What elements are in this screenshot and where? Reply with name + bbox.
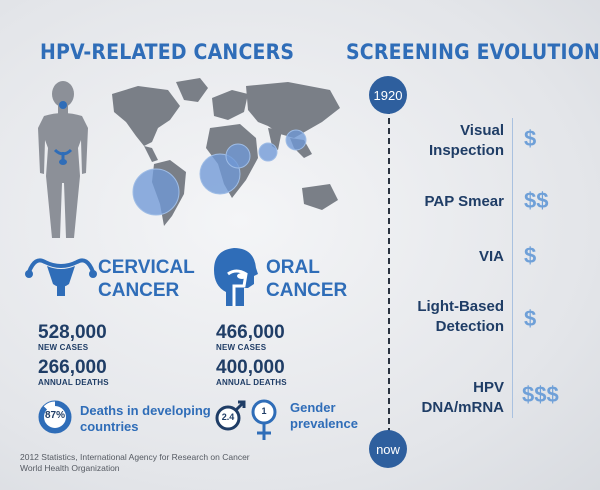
cervical-deaths: 266,000 <box>38 357 107 378</box>
method-light-based-detection: Light-Based Detection <box>417 298 504 335</box>
oral-new-cases: 466,000 <box>216 322 285 343</box>
uterus-icon <box>25 258 97 296</box>
cervical-title-line2: CANCER <box>98 280 180 301</box>
male-ratio: 2.4 <box>221 412 235 422</box>
method-visual-inspection: Visual Inspection <box>428 122 504 159</box>
source-line2: World Health Organization <box>20 463 120 473</box>
cervical-new-cases-label: NEW CASES <box>38 343 89 352</box>
cost-light-based-detection: $ <box>524 306 537 331</box>
method-pap-smear: PAP Smear <box>424 193 505 210</box>
oral-stat-line2: prevalence <box>290 416 358 431</box>
cervical-deaths-label: ANNUAL DEATHS <box>38 378 109 387</box>
gender-symbols <box>215 399 277 440</box>
pie-icon: 87% <box>38 400 72 434</box>
oral-title-line1: ORAL <box>266 257 320 278</box>
source-line1: 2012 Statistics, International Agency fo… <box>20 452 250 462</box>
method-via: VIA <box>478 248 504 265</box>
left-title: HPV-RELATED CANCERS <box>40 40 295 64</box>
oral-title-line2: CANCER <box>266 280 348 301</box>
female-ratio: 1 <box>261 406 267 416</box>
oral-deaths-label: ANNUAL DEATHS <box>216 378 287 387</box>
male-symbol-icon <box>215 400 246 431</box>
bubble-southeast-asia <box>285 129 307 151</box>
cervical-stat-line1: Deaths in developing <box>80 403 211 418</box>
method-hpv-dna-mrna: HPV DNA/mRNA <box>421 379 505 416</box>
cervical-new-cases: 528,000 <box>38 322 107 343</box>
cervical-stat-line2: countries <box>80 419 139 434</box>
cost-separator <box>512 118 513 418</box>
oral-stat-line1: Gender <box>290 400 336 415</box>
timeline-start: 1920 <box>369 76 407 114</box>
timeline-line <box>388 108 390 434</box>
world-map-icon <box>112 78 340 226</box>
bubble-africa-central <box>225 143 251 169</box>
cost-hpv-dna-mrna: $$$ <box>522 382 559 407</box>
timeline-end: now <box>369 430 407 468</box>
cervical-title-line1: CERVICAL <box>98 257 195 278</box>
oral-new-cases-label: NEW CASES <box>216 343 267 352</box>
oral-deaths: 400,000 <box>216 357 285 378</box>
cost-pap-smear: $$ <box>524 188 549 213</box>
bubble-india <box>258 142 278 162</box>
cost-visual-inspection: $ <box>524 126 537 151</box>
female-body-icon <box>38 81 88 238</box>
right-title: SCREENING EVOLUTION <box>346 40 600 64</box>
head-throat-icon <box>214 248 258 306</box>
female-symbol-icon <box>251 399 277 440</box>
prevalence-bubbles <box>132 129 307 216</box>
bubble-south-america <box>132 168 180 216</box>
cost-via: $ <box>524 243 537 268</box>
cervical-percent: 87% <box>44 410 65 421</box>
